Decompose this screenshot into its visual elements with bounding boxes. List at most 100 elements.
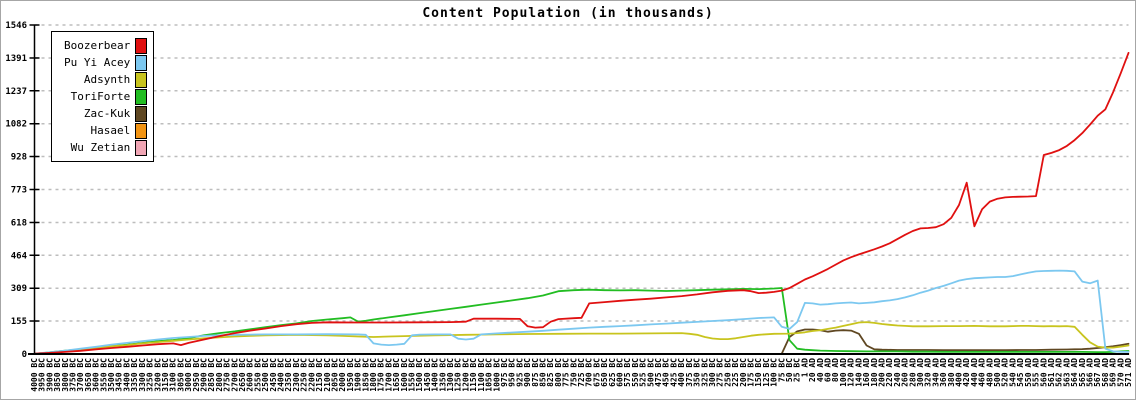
x-axis-label: 2750 BC [223,358,232,392]
x-axis-label: 140 AD [854,358,863,387]
x-axis-label: 1 AD [800,358,809,377]
x-axis-label: 2050 BC [331,358,340,392]
x-axis-label: 340 AD [931,358,940,387]
x-axis-label: 675 BC [592,358,601,387]
x-axis-label: 2350 BC [284,358,293,392]
x-axis-label: 2400 BC [277,358,286,392]
y-axis-label: 309 [11,284,27,294]
y-axis-label: 1237 [5,87,27,97]
y-axis-label: 928 [11,153,27,163]
x-axis-label: 900 BC [523,358,532,387]
x-axis-label: 3600 BC [92,358,101,392]
x-axis-label: 1600 BC [400,358,409,392]
x-axis-label: 1300 BC [446,358,455,392]
legend-color-swatch [135,88,148,105]
x-axis-label: 561 AD [1047,358,1056,387]
legend-item: Wu Zetian [64,139,148,156]
x-axis-label: 725 BC [577,358,586,387]
x-axis-label: 1100 BC [477,358,486,392]
x-axis-label: 500 BC [646,358,655,387]
x-axis-label: 225 BC [731,358,740,387]
x-axis-label: 300 AD [916,358,925,387]
x-axis-label: 550 BC [631,358,640,387]
x-axis-label: 1450 BC [423,358,432,392]
x-axis-label: 1250 BC [454,358,463,392]
x-axis-label: 550 AD [1024,358,1033,387]
x-axis-label: 2100 BC [323,358,332,392]
x-axis-label: 1150 BC [469,358,478,392]
x-axis-label: 3400 BC [123,358,132,392]
x-axis-label: 2250 BC [300,358,309,392]
x-axis-label: 1050 BC [485,358,494,392]
x-axis-label: 3050 BC [176,358,185,392]
x-axis-label: 562 AD [1055,358,1064,387]
x-axis-label: 3100 BC [169,358,178,392]
x-axis-label: 3850 BC [53,358,62,392]
x-axis-label: 565 AD [1078,358,1087,387]
chart-title: Content Population (in thousands) [422,6,714,21]
x-axis-label: 750 BC [569,358,578,387]
x-axis-label: 3300 BC [138,358,147,392]
x-axis-label: 525 BC [639,358,648,387]
x-axis-label: 1650 BC [392,358,401,392]
x-axis-label: 400 BC [677,358,686,387]
x-axis-label: 450 BC [662,358,671,387]
x-axis-label: 2800 BC [215,358,224,392]
x-axis-label: 1750 BC [377,358,386,392]
x-axis-label: 2500 BC [261,358,270,392]
x-axis-label: 1500 BC [415,358,424,392]
x-axis-label: 360 AD [939,358,948,387]
x-axis-label: 125 BC [762,358,771,387]
x-axis-label: 3650 BC [84,358,93,392]
x-axis-label: 3950 BC [38,358,47,392]
x-axis-label: 2950 BC [192,358,201,392]
x-axis-label: 1200 BC [461,358,470,392]
x-axis-label: 3750 BC [69,358,78,392]
legend-label: Wu Zetian [70,141,131,154]
x-axis-label: 200 BC [739,358,748,387]
x-axis-label: 4000 BC [30,358,39,392]
legend-label: ToriForte [70,90,131,103]
x-axis-label: 300 BC [708,358,717,387]
x-axis-label: 1000 BC [492,358,501,392]
x-axis-label: 200 AD [878,358,887,387]
x-axis-label: 925 BC [515,358,524,387]
legend-color-swatch [135,139,148,156]
x-axis-label: 275 BC [716,358,725,387]
x-axis-label: 160 AD [862,358,871,387]
y-axis-label: 1546 [5,21,27,31]
x-axis-label: 2850 BC [207,358,216,392]
x-axis-label: 3200 BC [153,358,162,392]
legend-label: Adsynth [83,73,131,86]
legend-label: Pu Yi Acey [64,56,131,69]
x-axis-label: 545 AD [1016,358,1025,387]
x-axis-label: 60 AD [824,358,833,382]
legend-item: Boozerbear [64,37,148,54]
x-axis-label: 975 BC [500,358,509,387]
x-axis-label: 3450 BC [115,358,124,392]
x-axis-label: 1800 BC [369,358,378,392]
x-axis-label: 850 BC [539,358,548,387]
x-axis-label: 575 BC [623,358,632,387]
x-axis-label: 540 AD [1008,358,1017,387]
series-line-toriforte [33,287,1130,355]
x-axis-label: 1900 BC [354,358,363,392]
x-axis-label: 775 BC [562,358,571,387]
legend-item: Adsynth [64,71,148,88]
x-axis-label: 2650 BC [238,358,247,392]
x-axis-label: 325 BC [700,358,709,387]
x-axis-label: 520 AD [1001,358,1010,387]
x-axis-label: 475 BC [654,358,663,387]
y-axis-label: 464 [11,251,28,261]
legend-color-swatch [135,122,148,139]
y-axis-label: 0 [22,350,27,360]
x-axis-label: 3900 BC [45,358,54,392]
x-axis-label: 3700 BC [76,358,85,392]
x-axis-label: 75 BC [777,358,786,382]
x-axis-label: 320 AD [924,358,933,387]
series-line-pu-yi-acey [33,269,1130,355]
x-axis-label: 460 AD [978,358,987,387]
x-axis-label: 20 AD [808,358,817,382]
x-axis-label: 2200 BC [307,358,316,392]
